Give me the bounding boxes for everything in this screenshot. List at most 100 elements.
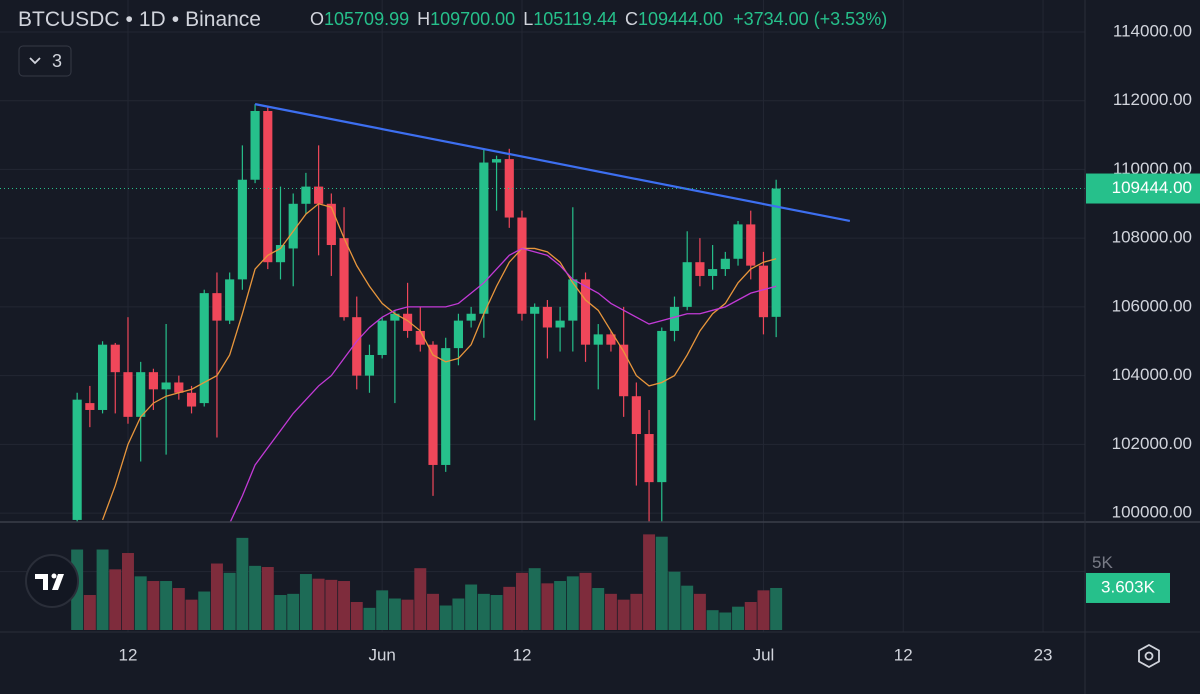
candle-body	[504, 159, 514, 218]
volume-label: 3.603K	[1101, 577, 1156, 596]
volume-bar	[427, 593, 439, 630]
x-tick-label: 23	[1034, 645, 1053, 664]
candle-body	[250, 110, 260, 180]
volume-bar	[122, 553, 134, 630]
candle-body	[606, 334, 616, 345]
candle-body	[580, 279, 591, 345]
volume-bar	[401, 599, 414, 630]
volume-bar	[579, 572, 592, 630]
volume-bar	[516, 572, 528, 630]
logo[interactable]	[25, 554, 79, 608]
x-tick-label: Jun	[368, 645, 395, 664]
candle-body	[403, 313, 413, 331]
volume-bar	[630, 593, 643, 630]
candle-body	[631, 396, 641, 435]
volume-bar	[681, 585, 694, 630]
candle-body	[517, 217, 527, 314]
candle-body	[720, 258, 730, 270]
candle-body	[530, 306, 540, 314]
candle-body	[174, 382, 184, 393]
volume-bar	[643, 534, 656, 630]
volume-bar	[604, 593, 617, 630]
logo-mark	[35, 574, 64, 590]
header: BTCUSDC • 1D • Binance	[18, 8, 261, 31]
candle-body	[326, 203, 336, 246]
y-tick-label: 100000.00	[1112, 503, 1192, 522]
volume-bar	[719, 612, 732, 630]
candle-body	[352, 317, 362, 376]
volume-bar	[388, 598, 401, 630]
candle-body	[619, 344, 629, 397]
volume-bar	[249, 565, 262, 630]
volume-bar	[757, 590, 770, 630]
ohlc-label: O	[310, 9, 324, 29]
candle-body	[428, 344, 438, 465]
candle-body	[161, 382, 171, 390]
volume-bar	[770, 587, 783, 630]
volume-bar	[261, 567, 274, 630]
separator: •	[126, 8, 133, 31]
candle-body	[758, 265, 769, 318]
candle-body	[148, 372, 158, 390]
candle-body	[682, 262, 692, 307]
volume-bar	[325, 579, 338, 630]
candle-body	[708, 269, 718, 276]
volume-bar	[414, 568, 427, 630]
settings-icon-center	[1144, 651, 1154, 661]
volume-bar	[465, 584, 478, 630]
volume-bar	[299, 574, 312, 630]
candle-body	[644, 434, 654, 483]
volume-bar	[363, 607, 376, 630]
y-tick-label: 102000.00	[1112, 434, 1192, 453]
candle-body	[466, 313, 476, 321]
candle-body	[263, 110, 273, 263]
candle-body	[746, 224, 756, 266]
volume-bar	[693, 593, 706, 630]
x-tick-label: Jul	[753, 645, 775, 664]
y-tick-label: 104000.00	[1112, 365, 1192, 384]
candle-body	[136, 372, 146, 417]
volume-bar	[655, 536, 668, 630]
volume-bar	[147, 581, 160, 630]
candle-body	[301, 186, 311, 204]
volume-bar	[236, 537, 249, 630]
candle-body	[593, 334, 603, 345]
price-pane	[0, 103, 1085, 522]
y-tick-label: 114000.00	[1113, 21, 1192, 40]
candle-body	[97, 344, 108, 410]
indicators-toggle[interactable]	[18, 45, 72, 77]
ohlc-value: 105709.99	[324, 9, 409, 29]
candle-body	[212, 293, 222, 321]
volume-bar	[490, 595, 503, 630]
volume-bar	[338, 581, 351, 630]
volume-bar	[744, 602, 757, 630]
volume-bar	[96, 549, 109, 630]
candle-body	[377, 320, 387, 355]
candle-body	[110, 344, 120, 373]
candle-body	[199, 293, 209, 404]
volume-bar	[452, 598, 465, 630]
ohlc-label: L	[523, 9, 533, 29]
trendline	[254, 103, 851, 223]
volume-tag	[1086, 572, 1170, 603]
y-tick-label: 108000.00	[1112, 228, 1192, 247]
candle-body	[657, 330, 667, 483]
volume-bar	[210, 563, 223, 630]
candle-body	[491, 159, 502, 163]
candle-body	[390, 313, 400, 321]
ohlc-value: 109700.00	[430, 9, 515, 29]
volume-bar	[134, 576, 147, 630]
y-tick-label: 106000.00	[1112, 296, 1192, 315]
last-price-label: 109444.00	[1112, 178, 1192, 197]
volume-bar	[706, 610, 719, 630]
volume-bar	[350, 602, 363, 630]
candle-body	[733, 224, 743, 259]
ohlc-value: 105119.44	[533, 9, 617, 29]
settings-icon[interactable]	[1138, 643, 1160, 669]
volume-bar	[439, 605, 452, 630]
chevron-icon	[29, 57, 41, 65]
candle-body	[453, 320, 464, 349]
volume-bar	[312, 578, 325, 630]
